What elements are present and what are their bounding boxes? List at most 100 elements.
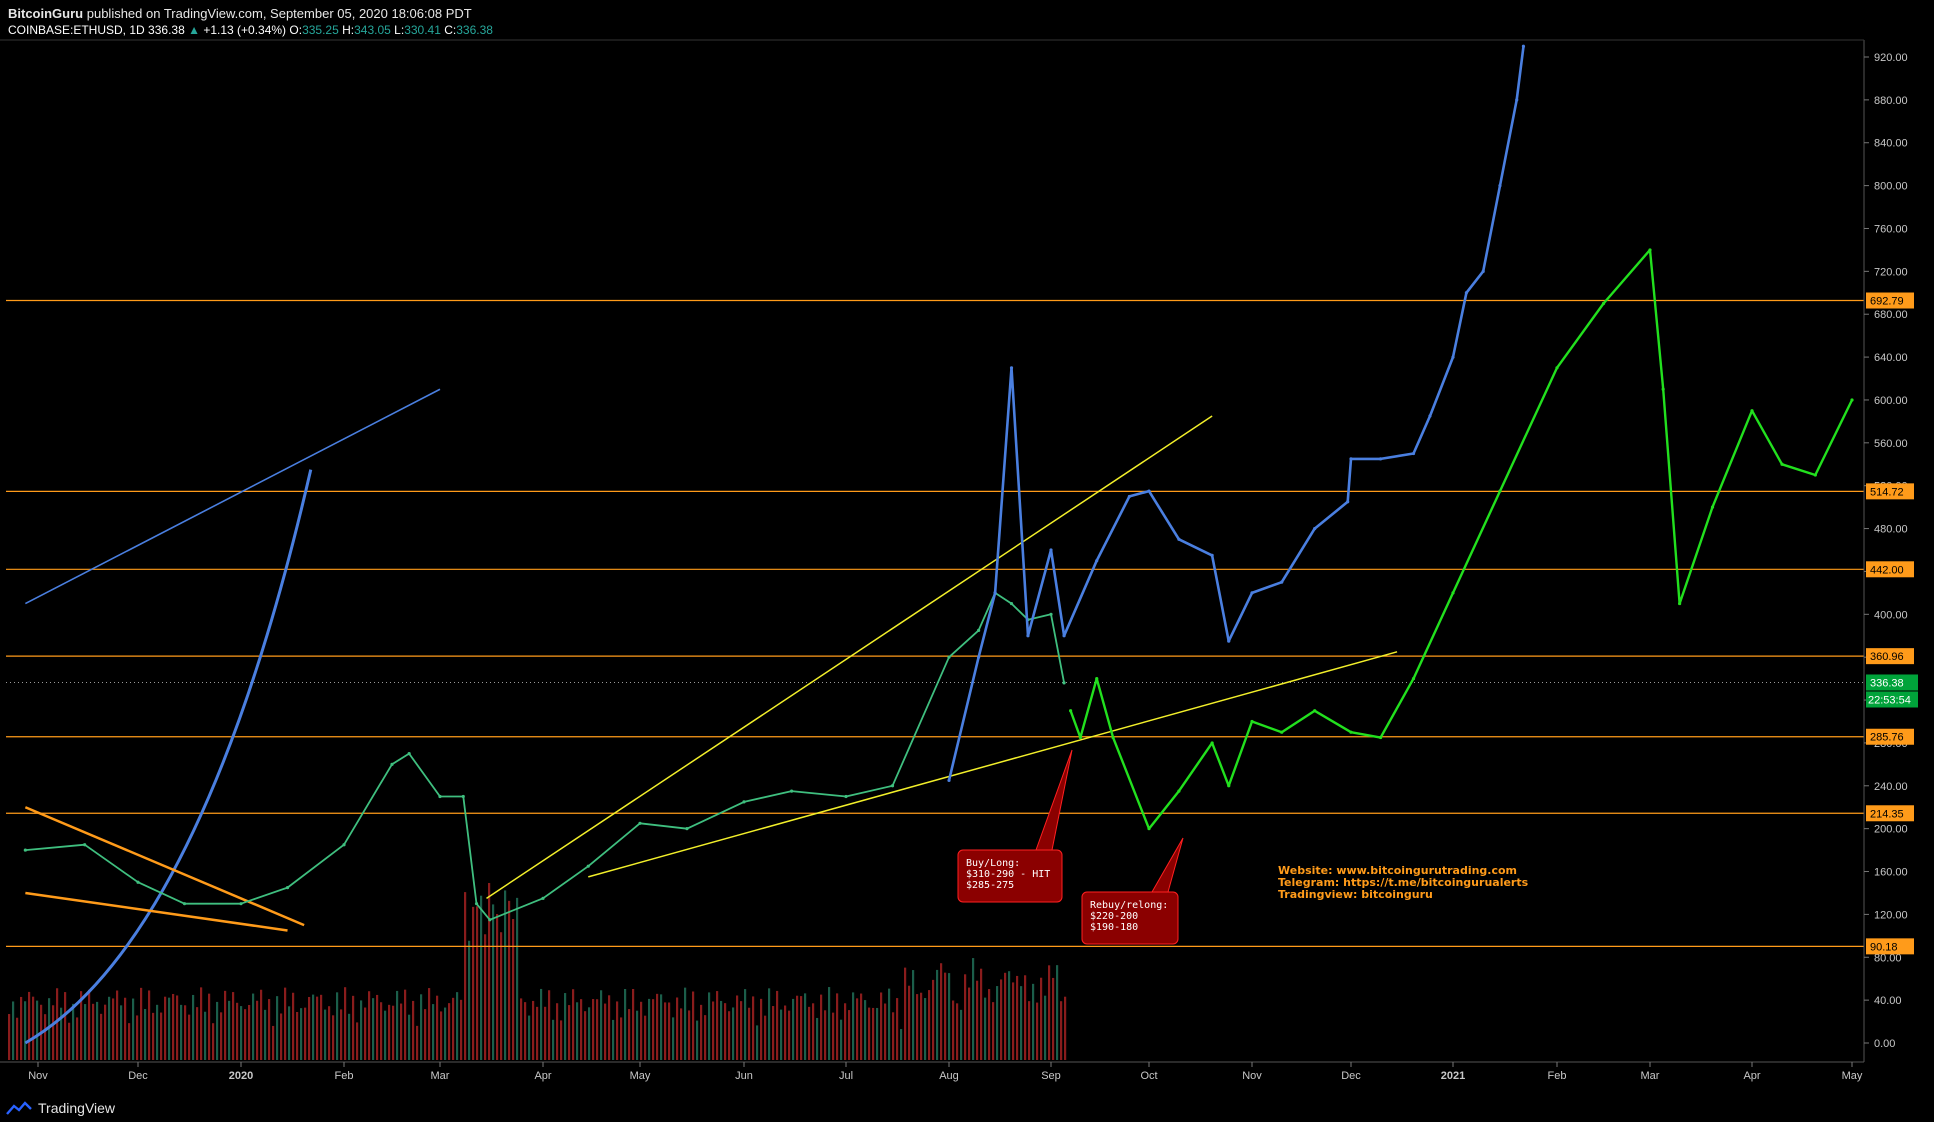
series-point: [474, 902, 479, 906]
volume-bar: [264, 1009, 267, 1060]
callout-box[interactable]: [957, 849, 1063, 903]
volume-bar: [776, 990, 779, 1060]
series-point: [1062, 681, 1066, 685]
volume-bar: [296, 1011, 299, 1060]
author-name[interactable]: BitcoinGuru: [8, 6, 84, 21]
volume-bar: [1064, 996, 1067, 1060]
trendline-yellow_lower[interactable]: [588, 651, 1398, 878]
x-tick-label: May: [630, 1070, 651, 1082]
series-point: [1026, 634, 1030, 638]
trendline-wedge_top[interactable]: [24, 806, 305, 927]
y-tick-label: 920.00: [1874, 52, 1908, 64]
volume-bar: [80, 991, 83, 1060]
series-point: [1009, 366, 1014, 370]
series-point: [1521, 44, 1526, 48]
volume-bar: [352, 995, 355, 1060]
volume-bar: [992, 1002, 995, 1060]
volume-bar: [972, 958, 975, 1060]
volume-bar: [744, 989, 747, 1060]
series-point: [1481, 269, 1485, 273]
volume-bar: [1012, 982, 1015, 1060]
symbol-label[interactable]: COINBASE:ETHUSD, 1D: [8, 23, 145, 37]
volume-bar: [772, 1006, 775, 1060]
y-tick-label: 760.00: [1874, 223, 1908, 235]
volume-bar: [612, 1019, 615, 1060]
volume-bar: [84, 1004, 87, 1060]
volume-bar: [936, 969, 939, 1060]
series-point: [1009, 601, 1014, 606]
site-annotation[interactable]: Website: www.bitcoingurutrading.com: [1278, 864, 1517, 877]
volume-bar: [632, 988, 635, 1060]
volume-bar: [64, 992, 67, 1060]
price-badges: 692.79 514.72 442.00 360.96 285.76 214.35 90.1…: [1866, 292, 1918, 955]
volume-bar: [20, 996, 23, 1060]
series-point: [1451, 355, 1455, 359]
trendline-upper_channel[interactable]: [24, 388, 441, 605]
volume-bar: [432, 1004, 435, 1060]
volume-bar: [404, 989, 407, 1060]
series-point: [461, 794, 465, 799]
volume-bar: [484, 934, 487, 1060]
volume-bar: [808, 1006, 811, 1060]
high-label: H:: [342, 23, 355, 37]
series-point: [1515, 98, 1519, 102]
volume-bar: [280, 1013, 283, 1060]
series-point: [1678, 601, 1682, 606]
level-badge-label: 692.79: [1870, 296, 1904, 308]
volume-bar: [904, 967, 907, 1060]
series-point: [844, 794, 848, 799]
trendline-wedge_bottom[interactable]: [25, 891, 288, 932]
volume-bar: [984, 997, 987, 1060]
volume-bar: [304, 1007, 307, 1060]
open-label: O:: [289, 23, 303, 37]
volume-bar: [68, 1022, 71, 1060]
y-tick-label: 120.00: [1874, 909, 1908, 921]
volume-bar: [144, 1008, 147, 1060]
time-axis[interactable]: Nov Dec 2020 Feb Mar Apr May Jun Jul Aug Sep Oct Nov…: [28, 1062, 1863, 1082]
volume-bar: [588, 1007, 591, 1060]
volume-bar: [960, 1009, 963, 1060]
callout-box[interactable]: [1081, 891, 1179, 945]
series-forecast[interactable]: [1069, 248, 1854, 830]
volume-bar: [72, 1003, 75, 1060]
x-tick-label: 2020: [229, 1070, 253, 1082]
volume-bar: [392, 1005, 395, 1060]
y-tick-label: 400.00: [1874, 609, 1908, 621]
callouts: Buy/Long:$310-290 - HIT$285-275 Rebuy/rel…: [957, 749, 1184, 945]
x-tick-label: Mar: [431, 1070, 450, 1082]
volume-bar: [668, 1002, 671, 1060]
series-point: [1095, 559, 1099, 563]
volume-bar: [228, 1000, 231, 1060]
series-point: [947, 778, 951, 783]
series-price_history[interactable]: [25, 592, 1065, 921]
series-point: [1078, 735, 1082, 740]
series-point: [1280, 730, 1284, 734]
x-tick-label: Dec: [128, 1070, 148, 1082]
series-point: [1095, 677, 1099, 681]
trendline-yellow_upper[interactable]: [486, 415, 1213, 899]
volume-bar: [180, 1004, 183, 1060]
series-point: [1313, 526, 1317, 531]
level-badge: [1866, 728, 1914, 745]
series-point: [1111, 735, 1115, 740]
series-point: [83, 843, 87, 847]
volume-bar: [640, 1001, 643, 1060]
footer[interactable]: TradingView: [6, 1100, 115, 1116]
volume-bar: [652, 999, 655, 1060]
footer-brand[interactable]: TradingView: [38, 1100, 116, 1116]
site-annotation[interactable]: Tradingview: bitcoinguru: [1278, 888, 1433, 901]
series-point: [1250, 719, 1254, 724]
countdown-badge: [1866, 691, 1918, 708]
volume-bar: [648, 998, 651, 1060]
volume-bar: [872, 1007, 875, 1060]
volume-bar: [928, 990, 931, 1060]
series-point: [1210, 553, 1214, 557]
site-annotation[interactable]: Telegram: https://t.me/bitcoingurualerts: [1278, 876, 1529, 889]
volume-bar: [232, 992, 235, 1060]
x-tick-label: 2021: [1441, 1070, 1465, 1082]
series-point: [1661, 387, 1665, 391]
volume-bar: [604, 1003, 607, 1060]
trendline-log_support[interactable]: [24, 469, 313, 1045]
volume-bar: [384, 1010, 387, 1060]
